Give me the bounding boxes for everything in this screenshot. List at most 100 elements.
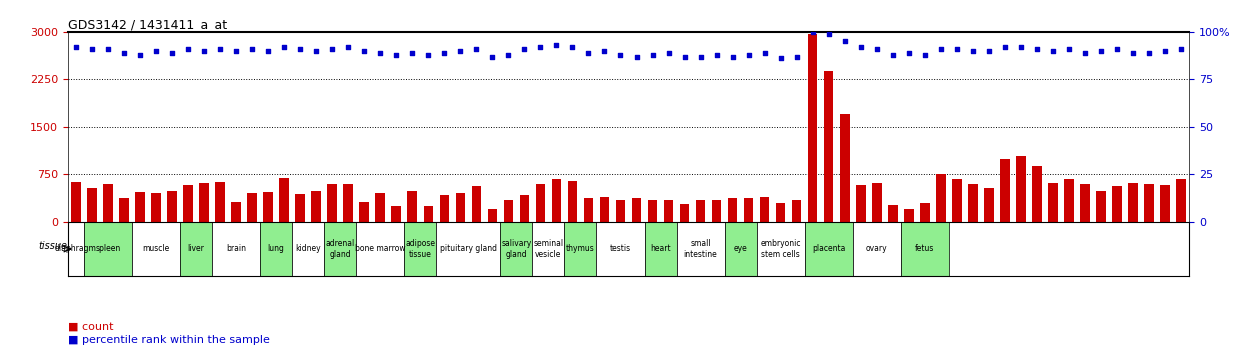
Point [130,52,150,57]
Bar [247,193,257,222]
Bar [1080,184,1090,222]
FancyBboxPatch shape [84,222,132,276]
Point [818,31,838,36]
Bar [824,71,833,222]
Point [866,46,886,52]
Text: ■ percentile rank within the sample: ■ percentile rank within the sample [68,335,269,346]
Text: pituitary gland: pituitary gland [440,245,497,253]
Bar [88,188,96,222]
Bar [984,188,994,222]
Text: GDS3142 / 1431411_a_at: GDS3142 / 1431411_a_at [68,18,227,31]
Bar [519,195,529,222]
Text: adipose
tissue: adipose tissue [405,239,435,259]
Point [482,54,502,59]
FancyBboxPatch shape [597,222,644,276]
Bar [440,195,449,222]
Bar [151,193,161,222]
Point [979,48,999,54]
Bar [887,205,897,222]
Point [514,46,534,52]
Bar [472,186,481,222]
Text: thymus: thymus [566,245,595,253]
Bar [920,204,929,222]
FancyBboxPatch shape [756,222,805,276]
Point [1107,46,1127,52]
FancyBboxPatch shape [644,222,676,276]
Text: diaphragm: diaphragm [56,245,96,253]
Point [803,29,823,35]
Bar [344,184,353,222]
Bar [487,209,497,222]
Point [1091,48,1111,54]
Point [66,44,85,50]
Bar [279,178,289,222]
Point [595,48,614,54]
Text: bone marrow: bone marrow [355,245,405,253]
Point [1011,44,1031,50]
Point [194,48,214,54]
Bar [231,202,241,222]
Text: seminal
vesicle: seminal vesicle [534,239,564,259]
Bar [1128,183,1138,222]
Point [627,54,646,59]
FancyBboxPatch shape [724,222,756,276]
Bar [936,175,946,222]
Point [387,52,407,57]
Point [355,48,375,54]
Point [98,46,117,52]
Text: fetus: fetus [915,245,934,253]
Point [419,52,439,57]
Bar [72,182,80,222]
FancyBboxPatch shape [68,222,84,276]
Text: liver: liver [188,245,204,253]
Bar [696,200,706,222]
Text: ovary: ovary [866,245,887,253]
Bar [1048,183,1058,222]
Point [883,52,902,57]
FancyBboxPatch shape [533,222,565,276]
Point [307,48,326,54]
Bar [199,183,209,222]
Point [226,48,246,54]
Point [643,52,662,57]
Bar [904,209,913,222]
Point [787,54,807,59]
Bar [760,196,770,222]
Bar [263,192,273,222]
Text: embryonic
stem cells: embryonic stem cells [760,239,801,259]
Point [1172,46,1192,52]
Point [339,44,358,50]
Point [530,44,550,50]
Point [162,50,182,56]
Point [434,50,454,56]
Point [931,46,950,52]
FancyBboxPatch shape [292,222,324,276]
Text: lung: lung [268,245,284,253]
Point [290,46,310,52]
Bar [392,206,402,222]
Point [611,52,630,57]
Point [562,44,582,50]
FancyBboxPatch shape [901,222,949,276]
Point [675,54,695,59]
Bar [376,193,386,222]
Point [915,52,934,57]
Point [947,46,967,52]
Bar [183,185,193,222]
Bar [215,182,225,222]
FancyBboxPatch shape [132,222,180,276]
FancyBboxPatch shape [260,222,292,276]
Point [114,50,133,56]
Point [323,46,342,52]
Bar [167,191,177,222]
Point [274,44,294,50]
Bar [776,203,785,222]
Bar [535,184,545,222]
Point [546,42,566,48]
Point [466,46,486,52]
Text: ■ count: ■ count [68,321,114,331]
Text: salivary
gland: salivary gland [502,239,531,259]
Bar [1000,159,1010,222]
Text: placenta: placenta [812,245,845,253]
FancyBboxPatch shape [501,222,533,276]
